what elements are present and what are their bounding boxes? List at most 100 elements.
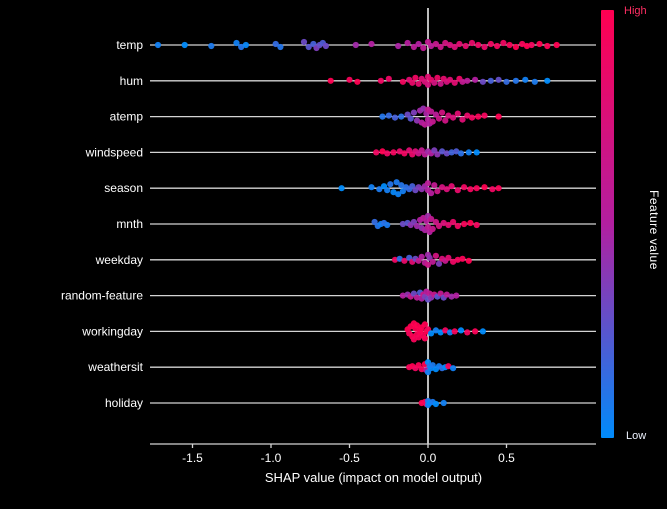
x-axis-title: SHAP value (impact on model output) <box>264 470 483 485</box>
shap-point <box>428 215 435 223</box>
shap-point <box>384 221 391 229</box>
shap-point <box>439 109 446 116</box>
shap-point <box>473 221 480 229</box>
shap-point <box>346 76 353 83</box>
shap-point <box>443 150 450 157</box>
shap-point <box>401 150 408 157</box>
shap-point <box>461 220 468 228</box>
shap-point <box>432 327 439 334</box>
shap-point <box>399 78 406 85</box>
shap-point <box>473 149 480 156</box>
shap-point <box>495 185 502 192</box>
shap-point <box>385 75 392 82</box>
shap-point <box>437 80 444 87</box>
shap-point <box>536 40 543 48</box>
shap-point <box>412 74 419 81</box>
shap-point <box>415 40 422 48</box>
shap-point <box>448 149 455 156</box>
shap-point <box>379 113 386 120</box>
shap-point <box>459 255 466 262</box>
shap-point <box>462 42 469 50</box>
shap-point <box>272 40 279 48</box>
shap-point <box>481 43 488 51</box>
shap-point <box>377 77 384 84</box>
shap-point <box>523 42 531 50</box>
shap-point <box>443 186 450 193</box>
shap-point <box>448 183 455 190</box>
shap-point <box>440 219 447 227</box>
shap-point <box>154 41 162 49</box>
feature-label: random-feature <box>61 289 143 303</box>
shap-point <box>421 321 428 328</box>
shap-point <box>450 365 457 372</box>
shap-point <box>500 39 507 47</box>
feature-label: holiday <box>105 396 143 410</box>
shap-point <box>428 190 435 197</box>
shap-point <box>475 41 482 49</box>
shap-point <box>410 43 417 51</box>
shap-point <box>424 223 432 231</box>
colorbar-low-label: Low <box>626 430 647 442</box>
shap-point <box>494 42 501 50</box>
shap-point <box>454 222 461 230</box>
shap-point <box>379 148 386 155</box>
feature-label: hum <box>120 74 143 88</box>
shap-point <box>453 292 460 299</box>
shap-point <box>445 254 452 261</box>
shap-point <box>434 74 441 81</box>
shap-point <box>457 327 465 334</box>
shap-point <box>424 261 432 268</box>
shap-point <box>451 43 458 51</box>
shap-point <box>393 179 400 186</box>
shap-point <box>401 257 408 264</box>
shap-point <box>544 77 551 84</box>
shap-point <box>395 42 402 50</box>
shap-point <box>454 256 461 263</box>
shap-point <box>233 39 240 47</box>
shap-point <box>373 149 380 156</box>
shap-point <box>391 114 399 121</box>
shap-point <box>404 39 411 47</box>
shap-point <box>338 185 345 192</box>
shap-point <box>391 256 399 263</box>
shap-point <box>399 220 406 228</box>
shap-point <box>208 42 215 50</box>
shap-point <box>242 41 249 49</box>
shap-point <box>420 44 427 52</box>
shap-point <box>481 112 488 119</box>
shap-point <box>467 219 474 227</box>
shap-point <box>512 77 520 84</box>
shap-point <box>472 328 479 335</box>
shap-point <box>181 41 188 49</box>
shap-point <box>503 78 510 85</box>
shap-point <box>409 79 416 86</box>
shap-point <box>442 327 449 334</box>
shap-point <box>399 292 406 299</box>
shap-point <box>424 81 432 88</box>
shap-point <box>305 43 312 51</box>
x-tick-label: -1.5 <box>182 451 203 465</box>
shap-point <box>445 363 452 370</box>
shap-point <box>439 184 446 191</box>
shap-point <box>421 121 428 128</box>
shap-point <box>434 151 441 158</box>
shap-point <box>439 148 446 155</box>
feature-label: temp <box>116 38 143 52</box>
shap-point <box>431 79 438 86</box>
shap-point <box>451 328 458 335</box>
shap-point <box>385 112 392 119</box>
shap-point <box>446 41 454 49</box>
shap-point <box>445 221 452 229</box>
shap-point <box>398 182 405 189</box>
shap-point <box>413 117 421 124</box>
shap-point <box>531 78 538 85</box>
shap-point <box>418 253 425 260</box>
shap-point <box>428 108 435 115</box>
feature-label: atemp <box>110 110 144 124</box>
shap-point <box>465 257 472 264</box>
shap-point <box>354 78 361 85</box>
shap-point <box>475 113 482 120</box>
shap-point <box>446 76 454 83</box>
shap-point <box>487 40 494 48</box>
